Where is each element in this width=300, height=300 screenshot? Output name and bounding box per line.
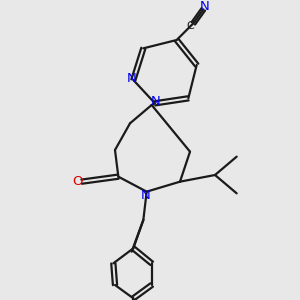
Text: N: N [140, 189, 150, 202]
Text: N: N [150, 95, 160, 108]
Text: O: O [72, 175, 83, 188]
Text: C: C [187, 21, 194, 31]
Text: N: N [200, 0, 210, 13]
Text: N: N [127, 72, 137, 85]
